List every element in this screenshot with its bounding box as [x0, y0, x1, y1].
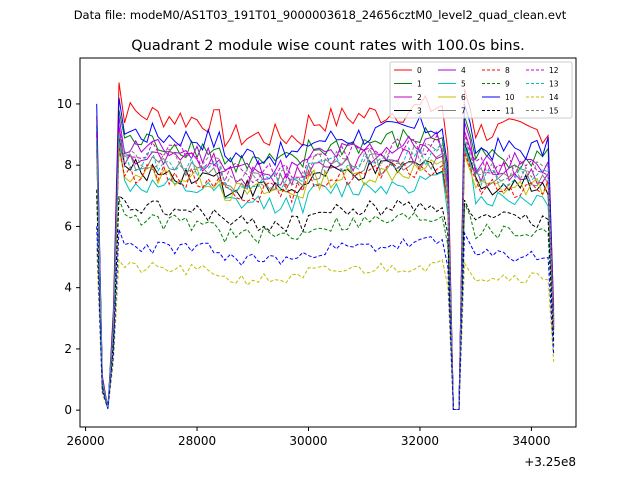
series-line-15 [96, 131, 555, 410]
y-tick-label: 4 [64, 281, 72, 295]
legend-label-14: 14 [549, 93, 559, 102]
series-line-7 [96, 143, 555, 410]
x-tick-label: 28000 [178, 434, 216, 448]
legend-label-11: 11 [505, 107, 515, 116]
legend-label-12: 12 [549, 66, 559, 75]
chart-title: Quadrant 2 module wise count rates with … [131, 38, 525, 54]
figure-suptitle: Data file: modeM0/AS1T03_191T01_90000036… [74, 8, 567, 22]
x-tick-label: 34000 [512, 434, 550, 448]
legend-label-2: 2 [417, 93, 422, 102]
x-tick-label: 32000 [401, 434, 439, 448]
series-line-14 [96, 247, 555, 410]
legend-label-15: 15 [549, 107, 559, 116]
series-layer [96, 82, 555, 410]
x-offset-label: +3.25e8 [524, 455, 576, 469]
x-axis: 26000 28000 30000 32000 34000 [66, 427, 551, 448]
series-line-9 [96, 195, 555, 410]
series-line-11 [96, 189, 555, 410]
y-tick-label: 6 [64, 219, 72, 233]
legend-label-10: 10 [505, 93, 515, 102]
legend-label-8: 8 [505, 66, 510, 75]
legend-label-1: 1 [417, 80, 422, 89]
y-tick-label: 0 [64, 403, 72, 417]
y-tick-label: 10 [57, 97, 72, 111]
series-line-12 [96, 128, 555, 410]
series-line-10 [96, 97, 555, 410]
legend-box [389, 61, 573, 119]
legend-label-3: 3 [417, 107, 422, 116]
legend-label-7: 7 [461, 107, 466, 116]
series-line-0 [96, 82, 555, 410]
legend-label-5: 5 [461, 80, 466, 89]
legend-label-6: 6 [461, 93, 466, 102]
y-axis: 0 2 4 6 8 10 [57, 97, 80, 417]
axes-border [79, 57, 577, 428]
series-line-4 [96, 116, 555, 410]
legend-label-0: 0 [417, 66, 422, 75]
legend-label-13: 13 [549, 80, 559, 89]
series-line-13 [96, 134, 555, 410]
legend-label-4: 4 [461, 66, 466, 75]
x-tick-label: 30000 [289, 434, 327, 448]
y-tick-label: 2 [64, 342, 72, 356]
series-line-3 [96, 137, 555, 410]
series-line-8 [96, 146, 555, 410]
legend-label-9: 9 [505, 80, 510, 89]
x-tick-label: 26000 [66, 434, 104, 448]
series-line-10b [96, 226, 555, 410]
y-tick-label: 8 [64, 158, 72, 172]
